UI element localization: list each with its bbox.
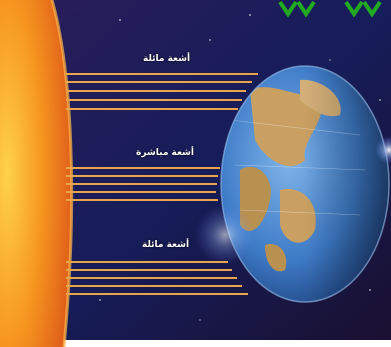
lower-rays-label: أشعة مائلة <box>142 240 190 250</box>
stars <box>99 14 381 321</box>
upper-rays <box>66 73 258 110</box>
upper-rays-label: أشعة مائلة <box>143 54 191 64</box>
lower-rays <box>66 261 248 295</box>
sun-edge <box>50 0 74 347</box>
light-glow <box>375 136 391 164</box>
bottom-border <box>0 340 391 347</box>
light-glow <box>195 205 255 265</box>
middle-rays-label: أشعة مباشرة <box>136 148 194 158</box>
double-chevron-down-icon <box>278 0 382 18</box>
sun <box>0 0 72 347</box>
middle-rays <box>66 167 220 201</box>
